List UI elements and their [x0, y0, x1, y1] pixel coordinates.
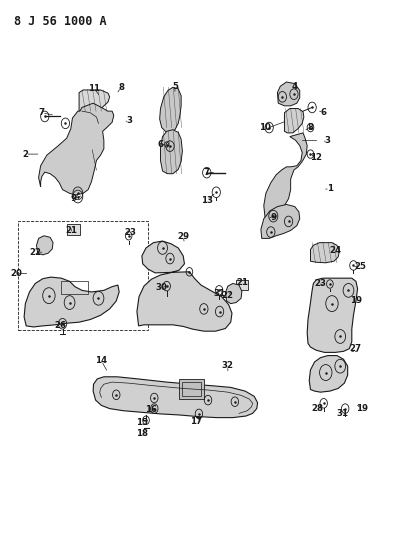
Polygon shape	[24, 277, 119, 327]
Polygon shape	[93, 377, 258, 418]
Text: 18: 18	[136, 429, 148, 438]
Text: 17: 17	[191, 417, 203, 426]
Bar	[18, 221, 148, 330]
Polygon shape	[285, 109, 304, 133]
Polygon shape	[309, 356, 348, 392]
Text: 8: 8	[118, 83, 124, 92]
Text: 11: 11	[88, 84, 100, 93]
Text: 21: 21	[236, 278, 248, 287]
Text: 6: 6	[321, 108, 327, 117]
Text: 20: 20	[11, 269, 22, 278]
Text: 26: 26	[54, 321, 66, 330]
Text: 31: 31	[213, 288, 225, 297]
Text: 23: 23	[124, 228, 136, 237]
Text: 8: 8	[307, 123, 314, 132]
Text: 27: 27	[350, 344, 362, 353]
Text: 9: 9	[71, 194, 77, 203]
Polygon shape	[160, 87, 181, 133]
Text: 16: 16	[145, 405, 157, 414]
Polygon shape	[310, 243, 339, 263]
Text: 25: 25	[354, 262, 366, 271]
Bar	[179, 379, 204, 399]
Polygon shape	[161, 130, 182, 174]
Bar	[61, 281, 88, 294]
Text: 29: 29	[177, 232, 189, 241]
Text: 2: 2	[22, 150, 28, 159]
Polygon shape	[79, 90, 110, 111]
Polygon shape	[39, 103, 114, 195]
Text: 31: 31	[336, 409, 348, 418]
Polygon shape	[225, 284, 242, 304]
Polygon shape	[264, 133, 307, 217]
Bar	[182, 382, 201, 396]
Text: 12: 12	[310, 154, 322, 163]
Text: 5: 5	[172, 82, 178, 91]
Polygon shape	[37, 236, 53, 255]
Text: 8 J 56 1000 A: 8 J 56 1000 A	[14, 14, 106, 28]
Text: 22: 22	[222, 291, 234, 300]
Text: 14: 14	[95, 357, 107, 366]
Text: 19: 19	[350, 296, 362, 305]
Text: 24: 24	[329, 246, 342, 255]
Text: 15: 15	[136, 418, 148, 427]
Text: 6: 6	[158, 140, 163, 149]
Text: 9: 9	[270, 213, 276, 222]
Text: 3: 3	[325, 136, 331, 145]
Text: 23: 23	[314, 279, 327, 288]
Text: 7: 7	[39, 108, 45, 117]
Polygon shape	[261, 205, 300, 238]
Text: 32: 32	[222, 361, 234, 370]
Polygon shape	[307, 278, 358, 352]
Text: 7: 7	[204, 168, 210, 177]
Text: 10: 10	[259, 123, 271, 132]
Text: 1: 1	[327, 184, 333, 193]
Text: 21: 21	[66, 227, 78, 236]
Polygon shape	[137, 241, 232, 331]
Bar	[67, 224, 80, 235]
Text: 28: 28	[312, 404, 324, 413]
Text: 4: 4	[292, 82, 298, 91]
Polygon shape	[277, 82, 300, 106]
Bar	[236, 280, 248, 290]
Text: 19: 19	[356, 404, 368, 413]
Text: 22: 22	[29, 248, 41, 257]
Text: 13: 13	[201, 196, 213, 205]
Text: 3: 3	[126, 116, 132, 125]
Text: 30: 30	[156, 283, 168, 292]
